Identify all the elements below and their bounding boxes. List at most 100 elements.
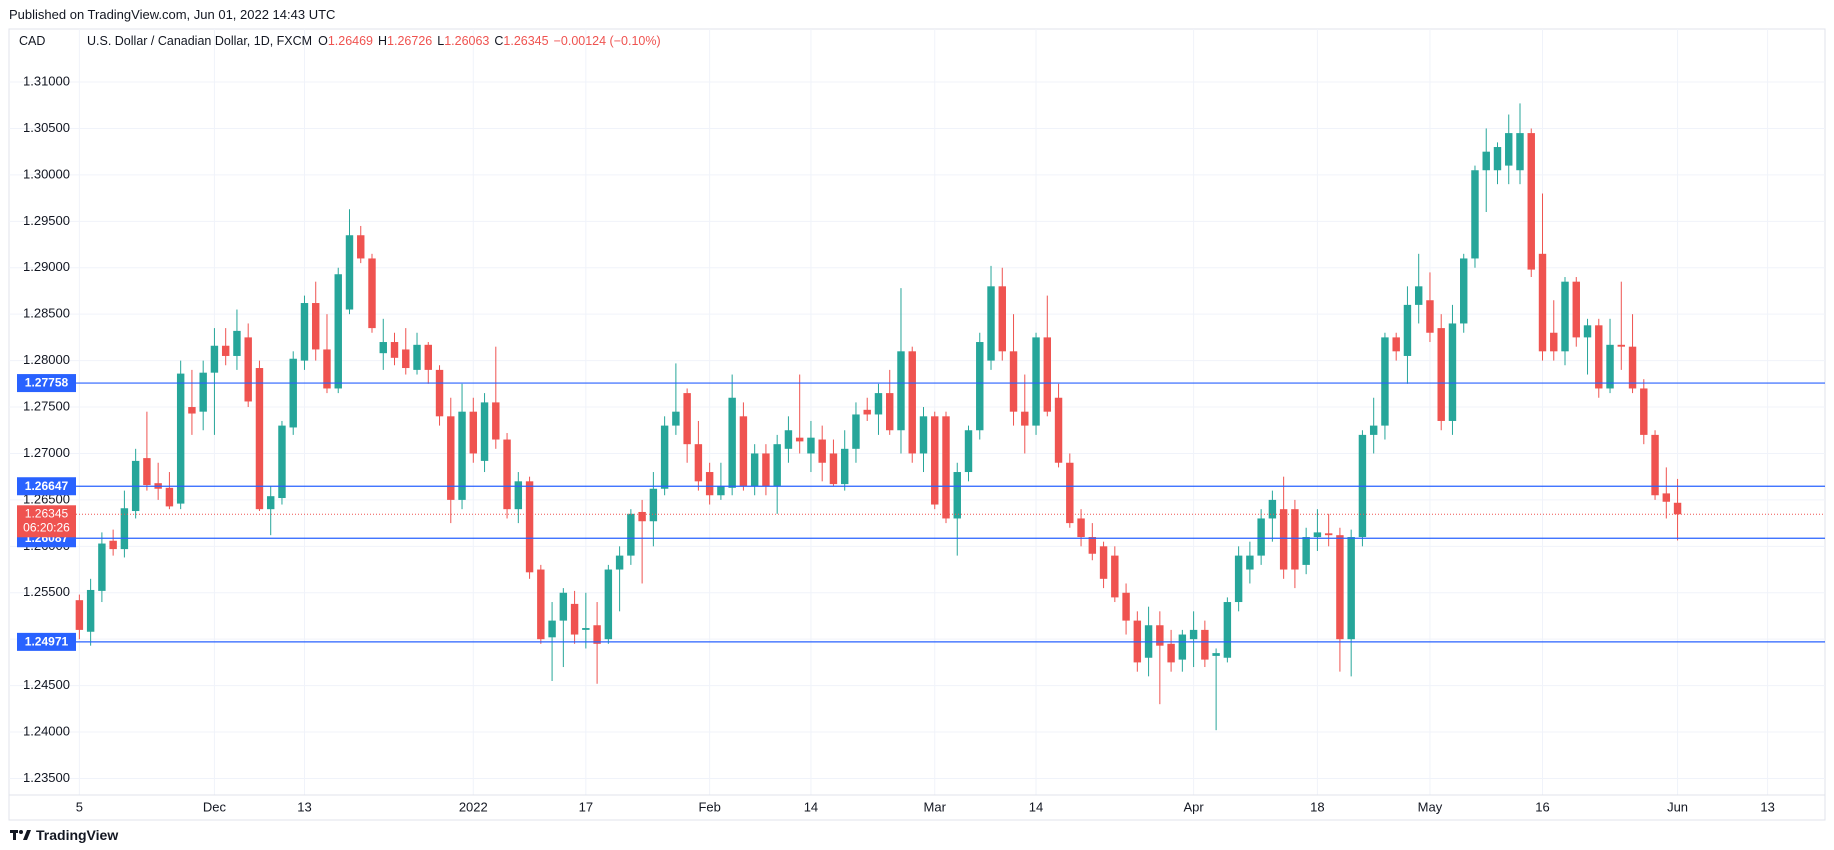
candle-body <box>221 345 230 356</box>
candle-body <box>143 458 151 486</box>
candle-body <box>199 372 207 412</box>
candle-body <box>840 448 849 485</box>
candle-body <box>109 540 117 550</box>
y-tick-label: 1.28500 <box>23 306 70 321</box>
candle-body <box>548 620 556 638</box>
candle-body <box>1617 344 1626 347</box>
candle-body <box>1640 388 1648 435</box>
change: −0.00124 (−0.10%) <box>553 34 661 48</box>
candle-body <box>469 411 478 454</box>
candle-body <box>1583 325 1592 338</box>
candle-body <box>953 472 961 519</box>
candle-body <box>660 425 669 489</box>
candle-body <box>1257 518 1265 556</box>
candle-body <box>1336 535 1344 640</box>
current-price-box <box>17 505 76 538</box>
candle-body <box>255 368 264 510</box>
legend: CAD U.S. Dollar / Canadian Dollar, 1D, FX… <box>19 34 666 48</box>
candle-body <box>1381 337 1389 426</box>
candle-body <box>1201 629 1209 660</box>
candle-body <box>1471 170 1479 259</box>
candle-body <box>1572 281 1580 338</box>
candle-body <box>424 344 432 370</box>
candle-body <box>1324 533 1333 536</box>
y-tick-label: 1.29500 <box>23 213 70 228</box>
currency: CAD <box>19 34 46 48</box>
candle-body <box>86 589 95 632</box>
candle-body <box>604 569 613 640</box>
ohlc-value: 1.26469 <box>327 34 374 48</box>
ohlc-key: H <box>378 34 388 48</box>
candle-body <box>739 416 748 486</box>
candle-body <box>1066 462 1074 524</box>
ohlc-value: 1.26726 <box>387 34 433 48</box>
symbol-title: U.S. Dollar / Canadian Dollar, 1D, FXCM <box>87 34 313 48</box>
candle-body <box>1628 346 1637 389</box>
candle-body <box>1414 286 1423 305</box>
y-tick-label: 1.31000 <box>23 73 70 88</box>
price-label-box <box>17 632 76 651</box>
candle-body <box>694 444 703 482</box>
x-tick-label: 13 <box>297 799 311 814</box>
candle-body <box>1516 133 1524 171</box>
candle-body <box>1088 537 1097 554</box>
price-label: 1.24971 <box>25 635 69 649</box>
x-tick-label: 14 <box>1029 799 1043 814</box>
candle-body <box>672 411 680 426</box>
candle-body <box>244 337 252 402</box>
candle-body <box>390 342 399 358</box>
candle-body <box>447 416 455 500</box>
candle-body <box>1505 133 1513 166</box>
y-tick-label: 1.24500 <box>23 677 70 692</box>
candle-body <box>627 513 635 556</box>
candle-body <box>1291 509 1299 570</box>
candle-body <box>323 349 331 389</box>
candle-body <box>165 487 174 507</box>
candle-body <box>266 496 275 510</box>
price-label: 1.27758 <box>25 376 69 390</box>
x-tick-label: 2022 <box>459 799 488 814</box>
published-note: Published on TradingView.com, Jun 01, 20… <box>9 7 336 22</box>
candle-body <box>1246 555 1254 570</box>
price-label: 1.26647 <box>25 479 69 493</box>
candle-body <box>1369 425 1378 435</box>
candle-body <box>1347 537 1355 640</box>
candle-body <box>582 628 590 630</box>
candle-body <box>1178 634 1187 660</box>
x-tick-label: Mar <box>924 799 947 814</box>
candle-body <box>1111 555 1119 598</box>
candle-body <box>357 235 365 259</box>
x-tick-label: 18 <box>1310 799 1324 814</box>
candle-body <box>784 430 793 449</box>
candle-body <box>1021 411 1029 426</box>
candle-body <box>705 472 714 496</box>
candle-body <box>1212 653 1220 656</box>
y-tick-label: 1.23500 <box>23 770 70 785</box>
candle-body <box>638 511 646 522</box>
x-tick-label: 13 <box>1760 799 1774 814</box>
candle-body <box>1234 555 1243 603</box>
candle-body <box>278 425 286 499</box>
price-label-box <box>17 477 76 496</box>
candle-body <box>908 351 916 454</box>
candle-body <box>1392 337 1400 352</box>
candle-body <box>1606 344 1614 389</box>
y-tick-label: 1.30000 <box>23 166 70 181</box>
candle-body <box>188 407 196 414</box>
candle-body <box>1189 629 1198 640</box>
candle-body <box>233 330 241 356</box>
candle-body <box>1122 592 1130 621</box>
candle-body <box>1167 643 1175 663</box>
candle-body <box>863 409 871 415</box>
ohlc-value: 1.26063 <box>444 34 490 48</box>
candle-body <box>1043 337 1052 412</box>
candle-body <box>998 286 1006 352</box>
candle-body <box>1448 323 1457 421</box>
candle-body <box>379 342 387 354</box>
candle-body <box>852 414 860 449</box>
candle-body <box>762 453 770 486</box>
current-price-label: 1.26345 <box>25 506 69 520</box>
candle-body <box>120 508 129 550</box>
candle-body <box>1268 499 1277 519</box>
